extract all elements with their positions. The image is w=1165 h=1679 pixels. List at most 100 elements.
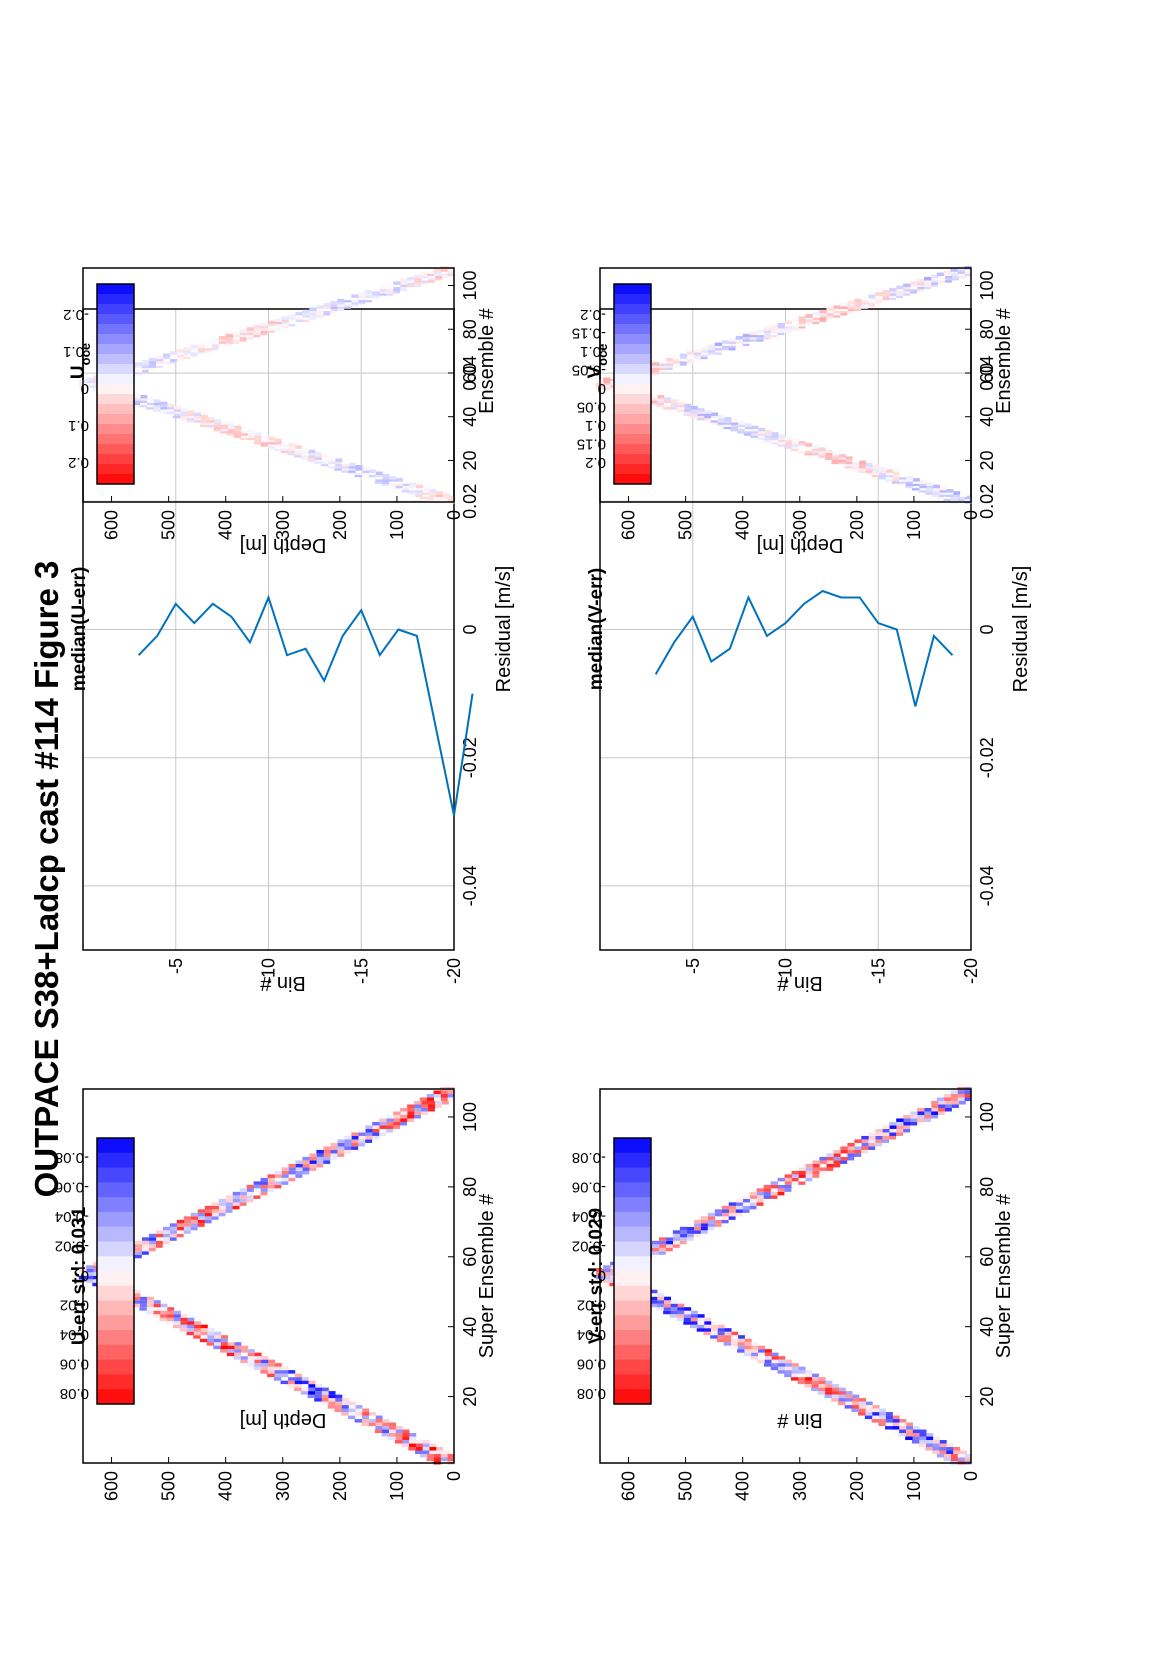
- colorbar-swatch: [614, 1270, 651, 1286]
- heatmap-cell: [851, 1408, 859, 1413]
- heatmap-cell: [379, 1121, 387, 1126]
- colorbar-tick-label: 0.1: [68, 417, 89, 434]
- heatmap-cell: [433, 268, 441, 272]
- heatmap-cell: [861, 296, 869, 301]
- x-tick-label: 100: [460, 270, 480, 300]
- heatmap-cell: [179, 1324, 188, 1329]
- heatmap-cell: [882, 290, 890, 294]
- heatmap-cell: [211, 1202, 220, 1206]
- heatmap-cell: [737, 1345, 745, 1350]
- heatmap-cell: [878, 467, 887, 471]
- heatmap-cell: [85, 1268, 94, 1273]
- heatmap-cell: [141, 1251, 149, 1255]
- heatmap-cell: [274, 438, 282, 443]
- heatmap-cell: [204, 1209, 212, 1213]
- heatmap-cell: [905, 1422, 914, 1427]
- heatmap-cell: [408, 1443, 416, 1448]
- heatmap-cell: [302, 1160, 310, 1164]
- heatmap-cell: [407, 1104, 415, 1108]
- heatmap-cell: [924, 276, 932, 281]
- heatmap-cell: [905, 475, 914, 480]
- x-tick-label: -0.04: [460, 865, 480, 906]
- heatmap-cell: [85, 1279, 93, 1283]
- heatmap-cell: [865, 1405, 873, 1409]
- heatmap-cell: [385, 1125, 394, 1129]
- heatmap-cell: [707, 1223, 715, 1227]
- heatmap-cell: [364, 1139, 373, 1143]
- heatmap-cell: [721, 1212, 729, 1217]
- heatmap-cell: [408, 1447, 416, 1451]
- heatmap-cell: [851, 1401, 860, 1406]
- heatmap-cell: [227, 1342, 235, 1346]
- heatmap-cell: [937, 1100, 946, 1105]
- heatmap-cell: [280, 1377, 289, 1381]
- heatmap-cell: [742, 1205, 750, 1210]
- heatmap-cell: [407, 276, 415, 281]
- heatmap-cell: [839, 1156, 848, 1161]
- colorbar-swatch: [97, 423, 134, 434]
- colorbar-swatch: [614, 393, 651, 404]
- heatmap-cell: [344, 296, 352, 301]
- heatmap-cell: [420, 1107, 429, 1112]
- heatmap-cell: [211, 338, 220, 342]
- heatmap-cell: [777, 1177, 785, 1182]
- heatmap-cell: [357, 1142, 366, 1147]
- heatmap-cell: [314, 1391, 322, 1395]
- heatmap-cell: [267, 1174, 275, 1178]
- heatmap-cell: [193, 1328, 201, 1332]
- heatmap-cell: [213, 419, 222, 423]
- heatmap-cell: [314, 1387, 322, 1392]
- heatmap-cell: [368, 1415, 376, 1420]
- heatmap-cell: [964, 1454, 972, 1458]
- heatmap-cell: [895, 1125, 904, 1129]
- heatmap-cell: [717, 1324, 725, 1329]
- plot-frame: [599, 1088, 972, 1464]
- heatmap-cell: [703, 1328, 711, 1332]
- heatmap-cell: [388, 1426, 396, 1430]
- heatmap-cell: [260, 1184, 268, 1189]
- heatmap-cell: [166, 1321, 174, 1325]
- heatmap-cell: [851, 458, 860, 462]
- x-tick-label: 60: [977, 1247, 997, 1267]
- heatmap-cell: [874, 1139, 883, 1143]
- heatmap-cell: [700, 346, 709, 351]
- heatmap-cell: [763, 327, 771, 331]
- heatmap-cell: [878, 1419, 886, 1423]
- heatmap-cell: [757, 1352, 765, 1357]
- heatmap-cell: [166, 1307, 175, 1311]
- y-tick-label: 600: [619, 1471, 639, 1501]
- heatmap-cell: [909, 1118, 918, 1122]
- heatmap-cell: [415, 1447, 423, 1451]
- heatmap-cell: [321, 1394, 329, 1399]
- heatmap-cell: [818, 447, 826, 452]
- colorbar-swatch: [97, 323, 134, 334]
- heatmap-cell: [686, 1230, 694, 1234]
- heatmap-cell: [797, 1380, 805, 1385]
- heatmap-cell: [791, 1363, 799, 1367]
- heatmap-cell: [845, 1394, 853, 1399]
- heatmap-cell: [784, 1373, 792, 1378]
- y-tick-label: 0: [444, 510, 464, 520]
- heatmap-cell: [173, 1324, 181, 1329]
- heatmap-cell: [197, 1216, 205, 1220]
- heatmap-cell: [656, 1296, 665, 1301]
- heatmap-cell: [260, 1363, 269, 1367]
- v-err-plot: 20 40 60 80 100 0 100 200 300 400 500 600 0.08 0.06 0.…: [572, 1087, 997, 1501]
- heatmap-cell: [287, 1373, 296, 1378]
- heatmap-cell: [665, 1244, 673, 1248]
- heatmap-cell: [717, 1331, 725, 1336]
- heatmap-cell: [302, 309, 310, 314]
- heatmap-cell: [742, 333, 751, 338]
- heatmap-cell: [847, 300, 855, 305]
- heatmap-cell: [419, 272, 428, 277]
- y-tick-label: 100: [387, 1471, 407, 1501]
- colorbar-swatch: [614, 283, 651, 294]
- colorbar-tick-label: -0.06: [55, 1178, 89, 1195]
- heatmap-cell: [307, 1394, 315, 1399]
- v-oce-xlabel: Ensemble #: [993, 307, 1015, 413]
- heatmap-cell: [260, 1356, 269, 1360]
- heatmap-cell: [176, 1219, 185, 1224]
- heatmap-cell: [665, 1233, 674, 1238]
- heatmap-cell: [819, 1167, 827, 1171]
- heatmap-cell: [932, 1436, 940, 1441]
